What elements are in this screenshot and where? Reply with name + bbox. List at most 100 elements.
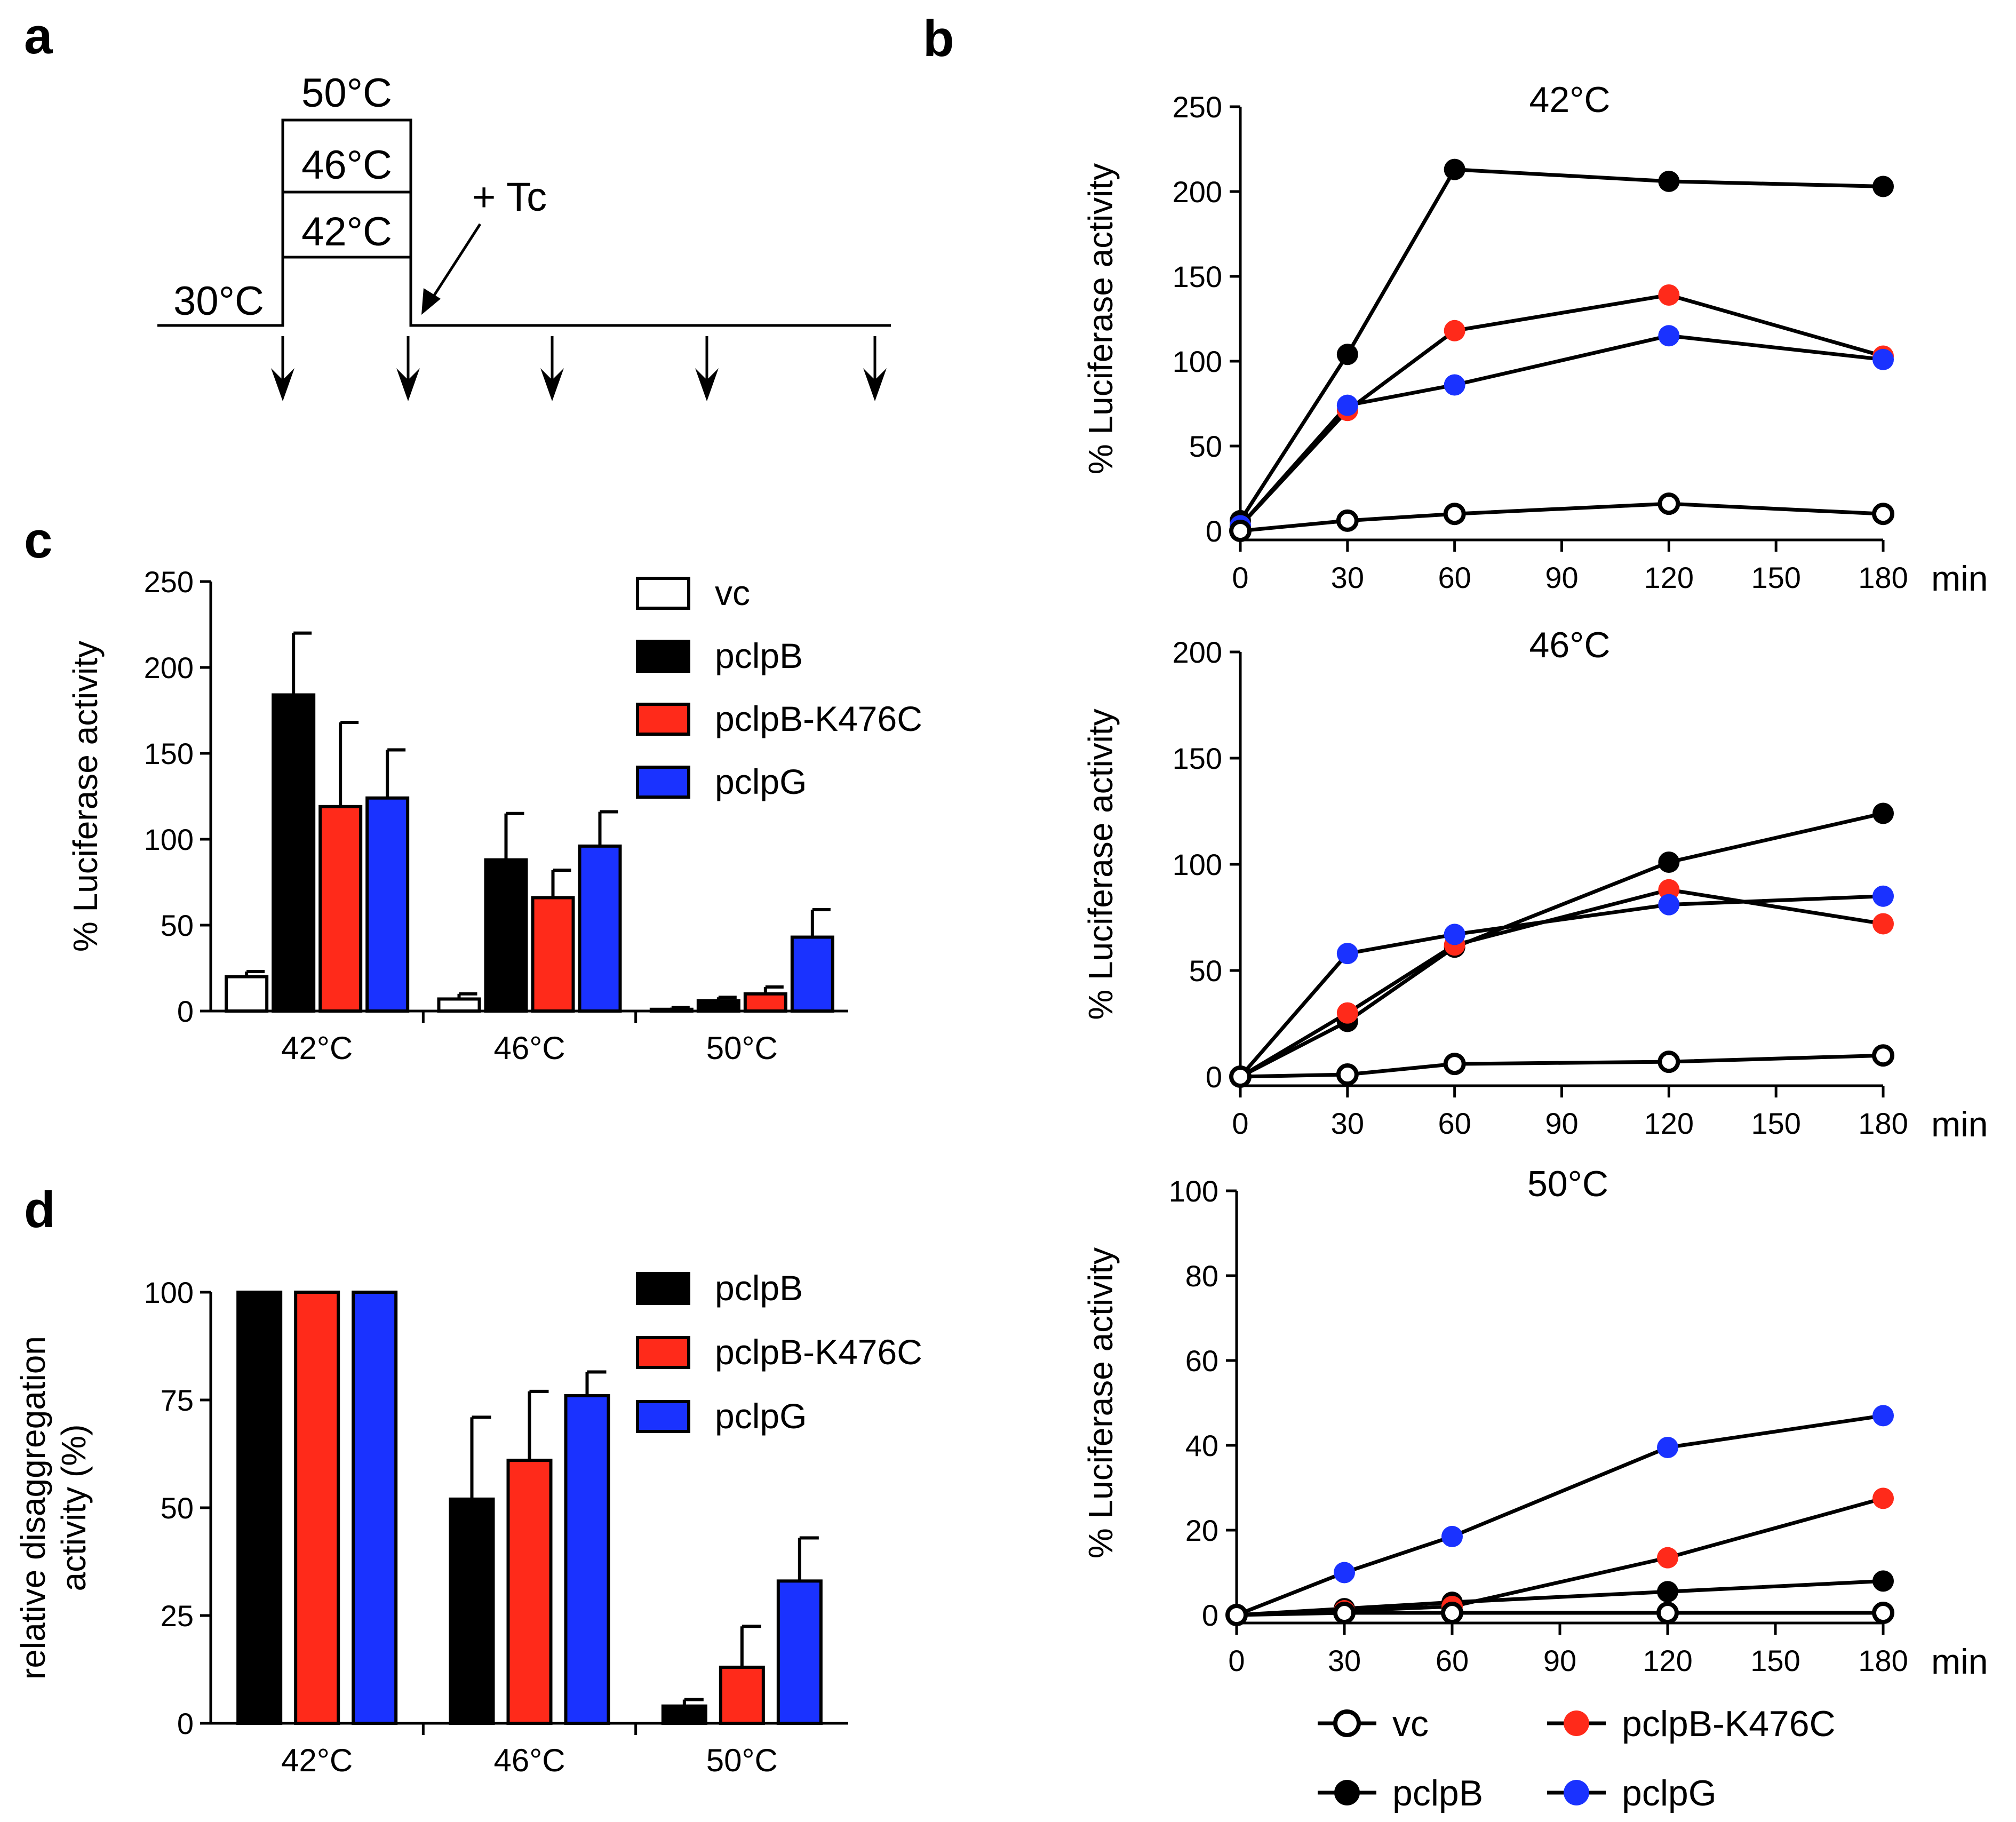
data-point-pclpg <box>1872 885 1894 907</box>
x-tick-label: 60 <box>1438 1107 1471 1140</box>
panel-label-d: d <box>24 1181 55 1238</box>
y-tick-label: 200 <box>1173 635 1222 669</box>
legend-swatch-pclpb <box>636 1272 690 1305</box>
x-tick-label: 0 <box>1232 561 1248 594</box>
x-tick-label: 90 <box>1545 561 1578 594</box>
y-tick-label: 0 <box>1206 514 1222 548</box>
y-tick-label: 40 <box>1185 1429 1218 1462</box>
legend-label-pclpb-k476c: pclpB-K476C <box>715 1332 922 1372</box>
y-tick-label: 50 <box>161 909 194 942</box>
y-tick-label: 75 <box>161 1383 194 1417</box>
y-axis-label: % Luciferase activity <box>1081 163 1120 474</box>
label-tc: + Tc <box>472 174 547 220</box>
legend-label-pclpb-k476c: pclpB-K476C <box>715 699 922 738</box>
line-chart-42C: 0 50 100 150 200 250 0 30 60 90 120 150 180 min 42°C % … <box>1081 79 1988 598</box>
tc-addition-arrowhead <box>421 288 441 315</box>
line-chart-50C: 0 20 40 60 80 100 0 30 60 90 120 150 180 min 50°C % Luc… <box>1081 1164 1988 1681</box>
chart-title: 42°C <box>1529 79 1611 120</box>
data-point-pclpg <box>1336 394 1358 416</box>
bar-pclpb <box>484 858 528 1013</box>
y-tick-label: 150 <box>1173 742 1222 775</box>
label-50C: 50°C <box>301 70 392 116</box>
bar-pclpb-k476c <box>506 1459 553 1725</box>
sample-arrowhead-3 <box>540 368 564 401</box>
y-tick-label: 200 <box>1173 175 1222 209</box>
legend-marker-pclpb-k476c <box>1564 1710 1589 1736</box>
bar-pclpb <box>272 693 316 1013</box>
data-point-pclpb-k476c <box>1444 320 1465 341</box>
data-point-pclpg <box>1334 1562 1355 1584</box>
x-tick-label: 60 <box>1436 1644 1469 1677</box>
data-point-vc <box>1658 1051 1680 1073</box>
data-point-vc <box>1441 1602 1463 1625</box>
x-category-label: 46°C <box>493 1743 565 1778</box>
tc-addition-arrow <box>425 223 482 308</box>
bar-vc <box>437 997 481 1013</box>
data-point-pclpg <box>1657 1436 1678 1458</box>
x-tick-label: 120 <box>1644 561 1694 594</box>
data-point-pclpg <box>1336 943 1358 965</box>
legend-label-pclpg: pclpG <box>715 1396 807 1436</box>
legend-label-vc: vc <box>1392 1704 1429 1744</box>
bar-pclpb-k476c <box>743 992 787 1013</box>
data-point-pclpg <box>1658 894 1680 916</box>
bar-pclpg <box>352 1291 398 1725</box>
legend-marker-pclpb <box>1334 1780 1360 1805</box>
bar-pclpb-k476c <box>318 805 363 1013</box>
legend-swatch-pclpg <box>636 766 690 799</box>
data-point-vc <box>1333 1602 1356 1625</box>
y-tick-label: 100 <box>144 1276 194 1309</box>
legend-marker-pclpg <box>1564 1780 1589 1805</box>
bar-vc <box>225 975 269 1013</box>
panel-label-a: a <box>24 7 53 65</box>
data-point-vc <box>1443 503 1466 526</box>
data-point-pclpb <box>1658 852 1680 873</box>
sample-arrowhead-2 <box>396 368 420 401</box>
bar-pclpb-k476c <box>294 1291 340 1725</box>
x-axis-label: min <box>1931 1104 1988 1144</box>
x-tick-label: 90 <box>1545 1107 1578 1140</box>
data-point-pclpg <box>1444 924 1465 945</box>
temperature-profile-line <box>157 118 891 327</box>
x-tick-label: 30 <box>1328 1644 1361 1677</box>
data-point-pclpb <box>1872 802 1894 824</box>
x-tick-label: 60 <box>1438 561 1471 594</box>
legend-swatch-pclpb-k476c <box>636 703 690 736</box>
y-tick-label: 0 <box>1202 1598 1218 1632</box>
y-tick-label: 0 <box>1206 1060 1222 1094</box>
data-point-pclpb-k476c <box>1658 879 1680 901</box>
chart-title: 50°C <box>1527 1164 1608 1204</box>
bar-pclpg <box>365 796 410 1013</box>
y-tick-label: 100 <box>144 823 194 856</box>
y-axis-label-line: relative disaggregation <box>14 1336 52 1680</box>
y-tick-label: 100 <box>1173 848 1222 881</box>
data-point-vc <box>1656 1602 1679 1625</box>
line-chart-46C: 0 50 100 150 200 0 30 60 90 120 150 180 min 46°C % Luc… <box>1081 625 1988 1144</box>
y-tick-label: 150 <box>1173 260 1222 293</box>
bar-pclpb-k476c <box>531 896 575 1013</box>
y-axis-label: % Luciferase activity <box>1081 1247 1120 1558</box>
bar-pclpg <box>578 844 622 1013</box>
legend-label-pclpg: pclpG <box>715 762 807 801</box>
x-tick-label: 180 <box>1858 1644 1908 1677</box>
y-tick-label: 50 <box>161 1491 194 1525</box>
data-point-pclpb <box>1872 176 1894 197</box>
data-point-vc <box>1225 1604 1248 1626</box>
legend-label-pclpg: pclpG <box>1622 1773 1717 1813</box>
bar-pclpg <box>776 1579 823 1725</box>
y-tick-label: 50 <box>1189 954 1222 988</box>
legend-marker-vc <box>1333 1709 1361 1737</box>
data-point-pclpg <box>1441 1525 1463 1547</box>
data-point-pclpg <box>1872 1405 1894 1427</box>
y-tick-label: 100 <box>1173 345 1222 378</box>
legend-swatch-vc <box>636 577 690 610</box>
data-point-vc <box>1336 509 1359 532</box>
x-tick-label: 180 <box>1858 561 1908 594</box>
y-tick-label: 25 <box>161 1599 194 1633</box>
data-point-vc <box>1336 1063 1359 1086</box>
x-tick-label: 150 <box>1751 561 1800 594</box>
y-tick-label: 0 <box>177 994 194 1028</box>
data-point-pclpg <box>1872 348 1894 370</box>
bar-chart-disaggregation: 0 25 50 75 100 42°C 46°C 50°C relative disaggreg… <box>14 1268 922 1778</box>
